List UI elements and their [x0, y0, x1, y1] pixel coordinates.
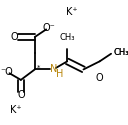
Text: O: O: [96, 73, 103, 83]
Text: ⁻O: ⁻O: [1, 67, 13, 77]
Text: K⁺: K⁺: [10, 105, 22, 115]
Text: O⁻: O⁻: [42, 23, 55, 33]
Text: CH₃: CH₃: [114, 48, 128, 57]
Text: O: O: [17, 90, 25, 100]
Text: N: N: [50, 64, 57, 74]
Text: K⁺: K⁺: [66, 6, 78, 16]
Text: H: H: [56, 69, 63, 79]
Text: *: *: [37, 65, 40, 71]
Text: CH₃: CH₃: [114, 48, 128, 57]
Text: CH₃: CH₃: [60, 33, 75, 42]
Text: O: O: [10, 32, 18, 42]
